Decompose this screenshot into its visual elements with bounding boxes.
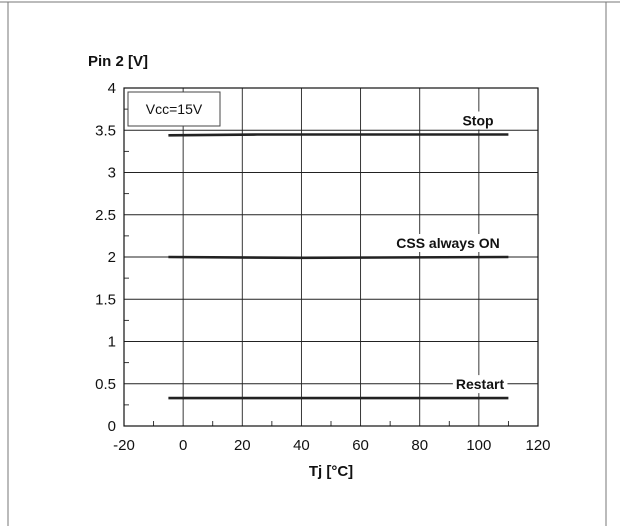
x-tick-label: 40 bbox=[293, 437, 310, 454]
y-tick-label: 0.5 bbox=[95, 376, 116, 393]
x-tick-label: 80 bbox=[411, 437, 428, 454]
condition-note: Vcc=15V bbox=[127, 91, 221, 127]
y-tick-label: 4 bbox=[108, 80, 116, 97]
series-label-background bbox=[459, 111, 497, 130]
x-tick-label: -20 bbox=[113, 437, 135, 454]
axes bbox=[123, 87, 539, 427]
series-labels: Stop CSS always ON Restart bbox=[393, 111, 508, 394]
y-tick-label: 0 bbox=[108, 418, 116, 435]
series-label-1: CSS always ON bbox=[396, 235, 500, 251]
series-label-2: Restart bbox=[456, 376, 505, 392]
y-tick-label: 2 bbox=[108, 249, 116, 266]
series-line-0 bbox=[168, 133, 509, 137]
x-tick-labels: -20 0 20 40 60 80 100 120 bbox=[113, 437, 550, 454]
y-tick-label: 2.5 bbox=[95, 207, 116, 224]
x-tick-label: 0 bbox=[179, 437, 187, 454]
x-axis-title: Tj [°C] bbox=[309, 463, 353, 480]
condition-note-text: Vcc=15V bbox=[146, 101, 203, 117]
y-tick-label: 1.5 bbox=[95, 291, 116, 308]
y-tick-label: 1 bbox=[108, 334, 116, 351]
series-lines bbox=[168, 133, 509, 400]
x-tick-label: 60 bbox=[352, 437, 369, 454]
y-tick-labels: 0 0.5 1 1.5 2 2.5 3 3.5 4 bbox=[95, 80, 116, 435]
series-label-0: Stop bbox=[462, 112, 493, 128]
series-label-background bbox=[452, 375, 508, 394]
plot-area-border bbox=[123, 87, 539, 427]
condition-note-box bbox=[127, 91, 221, 127]
x-tick-label: 20 bbox=[234, 437, 251, 454]
x-tick-label: 100 bbox=[466, 437, 491, 454]
series-label-background bbox=[393, 234, 503, 252]
series-line-1 bbox=[168, 255, 509, 260]
x-tick-label: 120 bbox=[525, 437, 550, 454]
y-tick-label: 3 bbox=[108, 165, 116, 182]
y-axis-title: Pin 2 [V] bbox=[88, 53, 148, 70]
y-tick-label: 3.5 bbox=[95, 122, 116, 139]
